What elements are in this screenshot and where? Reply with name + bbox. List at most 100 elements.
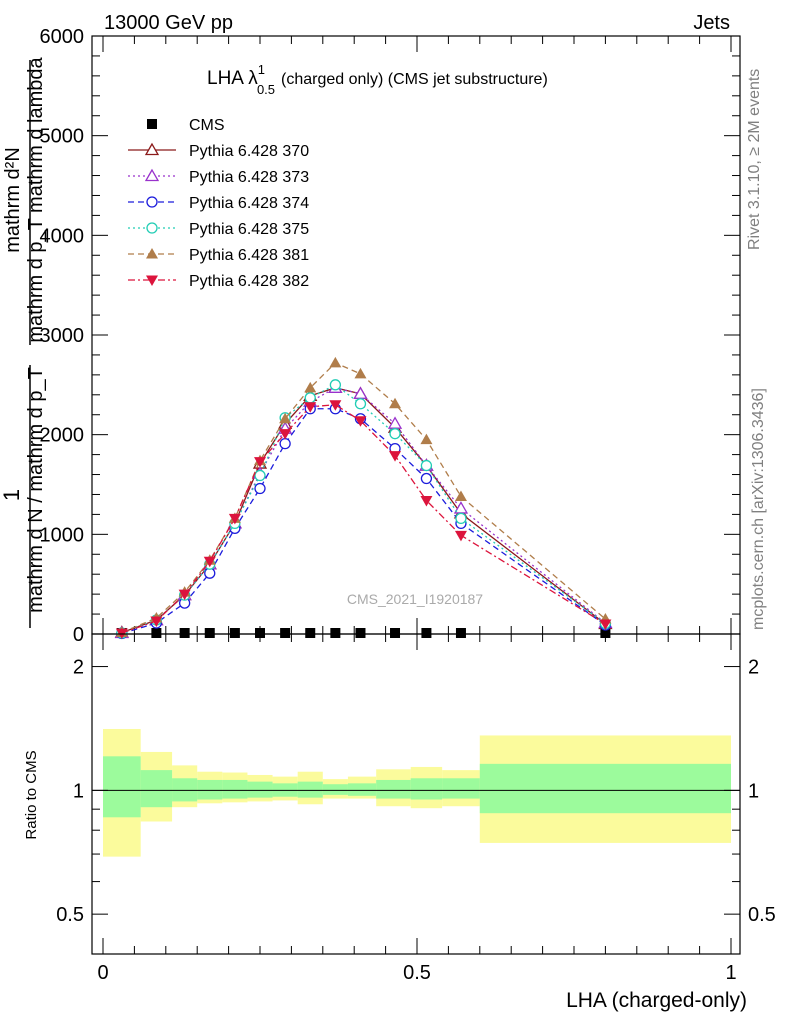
ratio-panel: 0 0.5 1 0.5 0.5 1 1 2 2	[56, 633, 776, 984]
series-line	[121, 362, 606, 634]
data-point	[304, 402, 317, 413]
x-tick-label: 0.5	[403, 962, 431, 984]
legend-label: Pythia 6.428 370	[189, 143, 309, 160]
series-cms	[116, 628, 611, 638]
ylabel-line1: mathrm d²N	[2, 147, 24, 253]
header-left: 13000 GeV pp	[104, 12, 233, 34]
ratio-y-tick-label: 2	[748, 657, 759, 679]
y-tick-label: 2000	[40, 425, 85, 447]
data-point	[390, 628, 401, 638]
series-line	[121, 408, 606, 635]
legend-label: Pythia 6.428 373	[189, 169, 309, 186]
y-tick-label: 0	[73, 624, 84, 646]
data-point	[355, 628, 366, 638]
ratio-band-inner	[222, 779, 248, 799]
main-title: LHA λ1 0.5 (charged only) (CMS jet substru…	[207, 62, 548, 97]
x-axis-label: LHA (charged-only)	[566, 989, 747, 1012]
y-tick-label: 1000	[40, 524, 85, 546]
main-panel: 0 1000 2000 3000 4000 5000 6000	[40, 26, 741, 646]
legend-marker	[144, 168, 160, 182]
ratio-y-tick-label: 0.5	[748, 904, 776, 926]
data-point	[304, 381, 317, 393]
data-point	[228, 513, 241, 525]
title-rest: (charged only) (CMS jet substructure)	[281, 71, 548, 88]
data-point	[204, 628, 215, 638]
legend-label: Pythia 6.428 382	[189, 273, 309, 290]
data-point	[600, 628, 611, 638]
ratio-y-label: Ratio to CMS	[23, 750, 40, 839]
data-point	[329, 400, 342, 411]
data-point	[420, 433, 433, 445]
legend-marker	[147, 119, 157, 129]
ratio-band-inner	[410, 778, 443, 800]
ratio-y-tick-label: 1	[748, 780, 759, 802]
legend-entry: Pythia 6.428 382	[128, 273, 309, 290]
y-tick-label: 3000	[40, 325, 85, 347]
legend-marker	[146, 196, 158, 208]
legend-entry: Pythia 6.428 375	[128, 221, 309, 238]
data-point	[599, 619, 612, 631]
legend-entry: Pythia 6.428 381	[128, 247, 309, 264]
data-point	[229, 628, 240, 638]
data-point	[454, 530, 467, 542]
data-point	[455, 512, 467, 525]
legend-marker	[146, 248, 158, 259]
legend-marker	[146, 275, 158, 286]
x-tick-label: 1	[725, 962, 736, 984]
data-point	[151, 628, 162, 638]
legend-label: Pythia 6.428 381	[189, 247, 309, 264]
data-point	[354, 398, 367, 410]
y-tick-label: 4000	[40, 225, 85, 247]
data-point	[354, 367, 367, 379]
data-point	[254, 482, 266, 495]
ratio-y-tick-label: 1	[73, 780, 84, 802]
data-point	[329, 356, 342, 368]
ratio-band-inner	[297, 781, 323, 798]
data-point	[420, 495, 433, 507]
legend-marker	[146, 222, 158, 234]
ylabel-line2: mathrm d p_T mathrm d lambda	[25, 56, 47, 342]
title-main: LHA λ	[207, 68, 258, 89]
ratio-y-tick-label: 2	[73, 657, 84, 679]
ratio-band-inner	[103, 756, 141, 818]
ratio-band-inner	[247, 781, 273, 798]
y-tick-label: 6000	[40, 26, 85, 48]
rivet-label: Rivet 3.1.10, ≥ 2M events	[746, 69, 763, 250]
ratio-band-inner	[376, 779, 411, 799]
ratio-y-tick-label: 0.5	[56, 904, 84, 926]
data-point	[279, 437, 291, 450]
data-point	[330, 628, 341, 638]
legend-label: Pythia 6.428 374	[189, 195, 309, 212]
ratio-band-inner	[442, 778, 480, 799]
data-point	[455, 628, 466, 638]
data-point	[329, 379, 342, 391]
ylabel-prefix: 1	[0, 489, 24, 501]
ratio-band-inner	[347, 783, 377, 796]
legend: CMS Pythia 6.428 370 Pythia 6.428 373 Pythi…	[128, 117, 309, 290]
data-point	[150, 616, 163, 628]
data-point	[178, 589, 191, 601]
x-tick-label: 0	[97, 962, 108, 984]
legend-entry: Pythia 6.428 370	[128, 142, 309, 160]
data-point	[179, 628, 190, 638]
title-sup: 1	[258, 62, 265, 77]
data-point	[254, 457, 266, 468]
ylabel-denominator: mathrm d N / mathrm d p_T	[25, 367, 47, 613]
ratio-frame	[91, 633, 741, 955]
data-point	[279, 412, 292, 424]
data-point	[420, 459, 433, 472]
data-point	[279, 429, 292, 440]
ratio-band-inner	[172, 778, 198, 802]
data-point	[454, 490, 467, 501]
legend-entry: Pythia 6.428 374	[128, 195, 309, 212]
ratio-band-inner	[197, 779, 223, 800]
main-y-axis-label: 1 mathrm d N / mathrm d p_T mathrm d²N m…	[0, 56, 47, 628]
legend-marker	[144, 142, 160, 156]
title-sub: 0.5	[257, 82, 275, 97]
data-point	[254, 469, 266, 482]
legend-entry: CMS	[147, 117, 225, 134]
data-point	[305, 628, 316, 638]
header-right: Jets	[693, 12, 730, 34]
data-point	[255, 628, 265, 638]
